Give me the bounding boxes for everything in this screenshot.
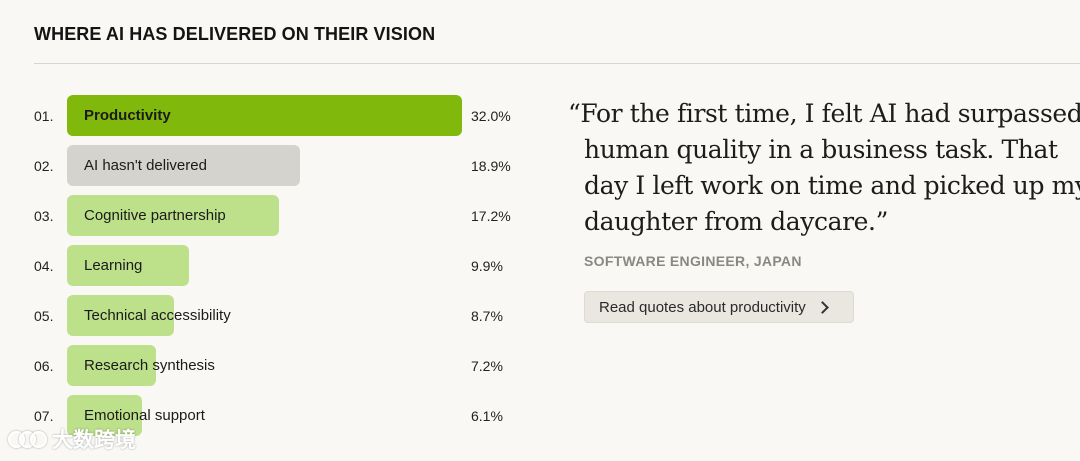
header-divider — [34, 63, 1080, 64]
bar-rank: 04. — [34, 258, 54, 274]
bar-rank: 02. — [34, 158, 54, 174]
read-quotes-button-label: Read quotes about productivity — [599, 298, 806, 316]
bar-label: Emotional support — [84, 407, 205, 424]
testimonial-quote: “For the first time, I felt AI had surpa… — [568, 99, 1080, 236]
bar-value-label: 9.9% — [471, 258, 503, 274]
bar — [67, 295, 174, 336]
bar-value-label: 17.2% — [471, 208, 511, 224]
chevron-right-icon — [815, 300, 829, 314]
quote-attribution: SOFTWARE ENGINEER, JAPAN — [584, 253, 802, 269]
bar-label: AI hasn't delivered — [84, 157, 207, 174]
bar-label: Technical accessibility — [84, 307, 231, 324]
bar — [67, 245, 189, 286]
bar-value-label: 32.0% — [471, 108, 511, 124]
bar — [67, 195, 279, 236]
bar-rank: 06. — [34, 358, 54, 374]
bar-label: Productivity — [84, 107, 171, 124]
watermark-text: 大数跨境 — [52, 429, 136, 452]
bar-chart: 01. Productivity 32.0% 02. AI hasn't deliver… — [34, 95, 511, 436]
read-quotes-button[interactable]: Read quotes about productivity — [584, 291, 854, 323]
bar-rank: 01. — [34, 108, 54, 124]
bar-rank: 03. — [34, 208, 54, 224]
bar — [67, 395, 142, 436]
bar — [67, 95, 462, 136]
page-title: WHERE AI HAS DELIVERED ON THEIR VISION — [34, 24, 436, 44]
watermark: 大数跨境 — [6, 424, 136, 454]
bar-rank: 07. — [34, 408, 54, 424]
bar — [67, 145, 300, 186]
bar-label: Learning — [84, 257, 143, 274]
bar-value-label: 6.1% — [471, 408, 503, 424]
bar-label: Cognitive partnership — [84, 207, 226, 224]
bar — [67, 345, 156, 386]
bar-rank: 05. — [34, 308, 54, 324]
bar-value-label: 7.2% — [471, 358, 503, 374]
bar-value-label: 8.7% — [471, 308, 503, 324]
bar-value-label: 18.9% — [471, 158, 511, 174]
bar-label: Research synthesis — [84, 357, 215, 374]
logo-icon — [6, 428, 47, 450]
